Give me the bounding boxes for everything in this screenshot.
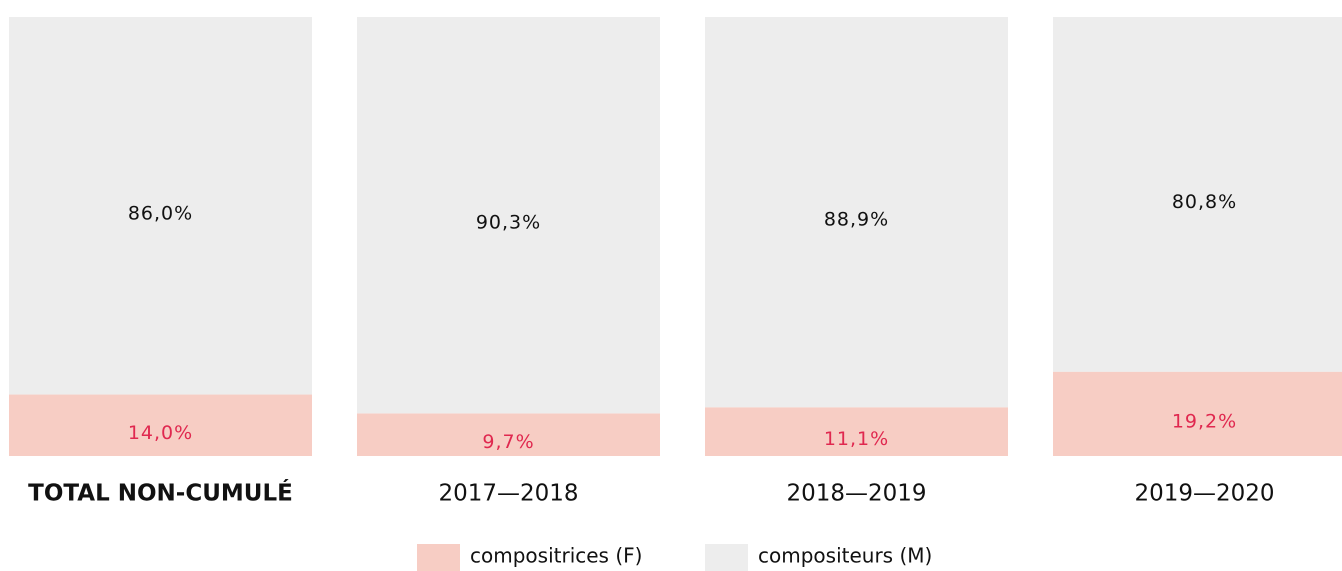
bar-segment — [357, 17, 660, 414]
legend-swatch — [705, 544, 748, 571]
value-label: 88,9% — [824, 209, 889, 231]
x-tick-label: 2018—2019 — [786, 481, 926, 507]
value-label: 19,2% — [1172, 410, 1237, 432]
x-tick-label: 2017—2018 — [438, 481, 578, 507]
bar-segment — [705, 17, 1008, 408]
bar-segment — [9, 17, 312, 395]
x-tick-label: TOTAL NON-CUMULÉ — [28, 479, 293, 507]
bar-segment — [705, 407, 1008, 456]
value-label: 14,0% — [128, 422, 193, 444]
bar-segment — [9, 394, 312, 456]
legend-swatch — [417, 544, 460, 571]
bar-segment — [357, 413, 660, 456]
value-label: 11,1% — [824, 428, 889, 450]
value-label: 86,0% — [128, 202, 193, 224]
x-tick-label: 2019—2020 — [1134, 481, 1274, 507]
value-label: 90,3% — [476, 212, 541, 234]
value-label: 9,7% — [482, 431, 534, 453]
value-label: 80,8% — [1172, 191, 1237, 213]
legend-label: compositeurs (M) — [758, 544, 932, 568]
bar-segment — [1053, 371, 1342, 456]
legend-label: compositrices (F) — [470, 544, 642, 568]
bar-segment — [1053, 17, 1342, 372]
